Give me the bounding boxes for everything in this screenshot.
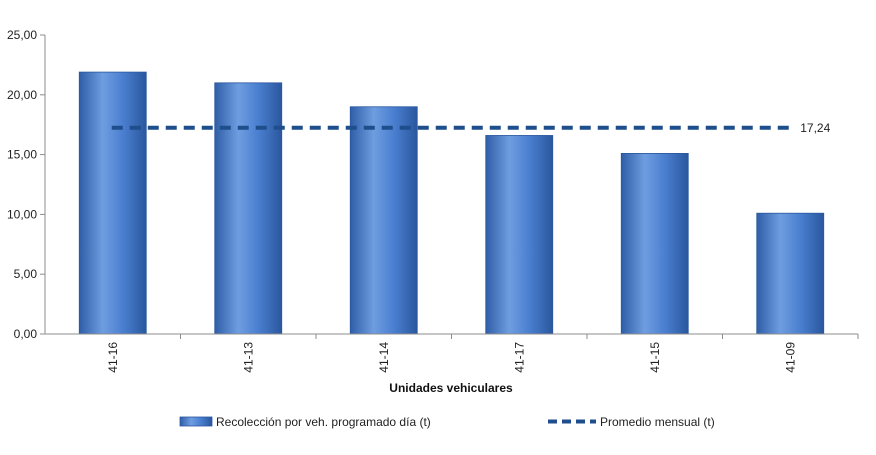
- x-tick-label: 41-15: [648, 342, 662, 373]
- y-axis: 0,00 5,00 10,00 15,00 20,00 25,00: [7, 28, 46, 341]
- bar-41-16: [78, 71, 147, 335]
- x-tick-label: 41-17: [512, 342, 526, 373]
- y-tick-label: 10,00: [7, 207, 37, 221]
- bar-41-15: [620, 153, 689, 335]
- y-tick-label: 15,00: [7, 148, 37, 162]
- y-tick-label: 20,00: [7, 88, 37, 102]
- bar-41-13: [214, 82, 283, 335]
- legend: Recolección por veh. programado día (t) …: [179, 415, 715, 429]
- legend-label-bars: Recolección por veh. programado día (t): [216, 415, 431, 429]
- x-axis-title: Unidades vehiculares: [389, 381, 513, 395]
- x-tick-label: 41-09: [783, 342, 797, 373]
- x-axis: 41-16 41-13 41-14 41-17 41-15 41-09 Unidades …: [45, 333, 859, 395]
- x-tick-label: 41-16: [106, 342, 120, 373]
- x-tick-label: 41-14: [377, 342, 391, 373]
- y-tick-label: 0,00: [14, 327, 38, 341]
- bars: [78, 71, 825, 335]
- legend-label-average: Promedio mensual (t): [600, 415, 715, 429]
- y-tick-label: 5,00: [14, 267, 38, 281]
- legend-swatch-bars: [179, 416, 213, 427]
- average-line-label: 17,24: [800, 121, 830, 135]
- y-tick-label: 25,00: [7, 28, 37, 42]
- average-line-group: 17,24: [111, 121, 831, 135]
- bar-41-17: [485, 135, 554, 335]
- bar-41-09: [756, 212, 825, 335]
- x-tick-label: 41-13: [241, 342, 255, 373]
- bar-41-14: [349, 106, 418, 335]
